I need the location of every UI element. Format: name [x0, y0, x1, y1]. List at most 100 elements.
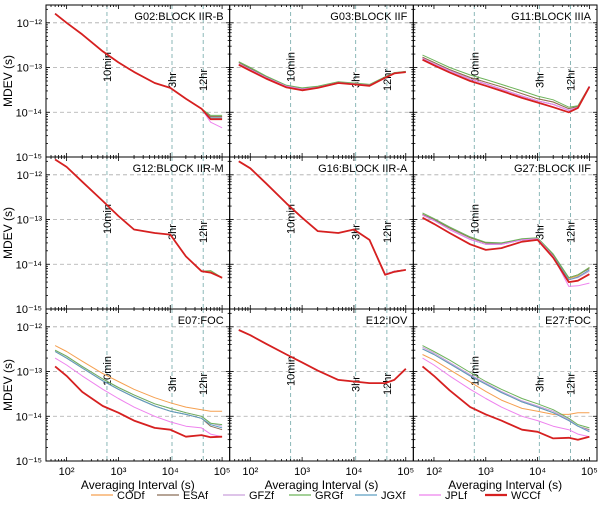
- vline-label: 12hr: [566, 221, 578, 243]
- x-tick-label: 10³: [110, 466, 126, 478]
- vline-label: 3hr: [167, 72, 179, 88]
- y-tick-label: 10⁻¹⁵: [16, 152, 42, 164]
- series-line-JPLf: [238, 160, 406, 275]
- vline-label: 10min: [102, 356, 114, 386]
- vline-label: 10min: [469, 356, 481, 386]
- series-line-GRGf: [54, 349, 223, 426]
- panel-title: G02:BLOCK IIR-B: [134, 11, 223, 23]
- series-line-JGXf: [54, 13, 223, 119]
- series-line-CODf: [54, 159, 223, 279]
- vline-label: 12hr: [198, 373, 210, 395]
- series-line-JPLf: [422, 357, 590, 438]
- vline-label: 12hr: [198, 221, 210, 243]
- series-line-GFZf: [238, 329, 407, 384]
- series-line-GFZf: [54, 159, 223, 279]
- panel-title: G12:BLOCK IIR-M: [133, 163, 224, 175]
- x-axis-label: Averaging Interval (s): [81, 478, 195, 492]
- x-tick-label: 10³: [294, 466, 310, 478]
- series-line-CODf: [54, 13, 223, 118]
- series-line-GRGf: [422, 345, 590, 429]
- x-tick-label: 10²: [426, 466, 442, 478]
- x-tick-label: 10⁴: [529, 466, 546, 478]
- panel-title: E27:FOC: [545, 315, 591, 327]
- vline-label: 10min: [469, 52, 481, 82]
- vline-label: 3hr: [534, 224, 546, 240]
- vline-label: 10min: [469, 204, 481, 234]
- vline-label: 12hr: [382, 221, 394, 243]
- panel-2: 10min 3hr 12hr G11:BLOCK IIIA: [412, 4, 598, 158]
- y-tick-label: 10⁻¹²: [17, 322, 43, 334]
- series-line-WCCf: [238, 160, 406, 276]
- series-line-JPLf: [422, 57, 590, 111]
- legend-label-JGXf: JGXf: [381, 490, 406, 502]
- legend-label-GFZf: GFZf: [249, 490, 275, 502]
- series-line-ESAf: [238, 160, 406, 275]
- series-line-ESAf: [238, 61, 406, 89]
- panel-title: G03:BLOCK IIF: [330, 11, 407, 23]
- panel-6: 10min 3hr 12hr E07:FOC 10⁻¹² 10⁻¹³ 10⁻¹⁴ 10⁻¹⁵ M…: [1, 308, 231, 492]
- series-line-JGXf: [54, 351, 223, 429]
- series-line-JGXf: [422, 348, 590, 433]
- y-tick-label: 10⁻¹²: [17, 18, 43, 30]
- y-tick-label: 10⁻¹⁵: [16, 304, 42, 316]
- series-line-GRGf: [238, 160, 406, 275]
- x-tick-label: 10⁵: [397, 466, 414, 478]
- series-line-WCCf: [54, 158, 223, 279]
- series-line-GRGf: [238, 329, 407, 384]
- series-line-GFZf: [54, 13, 223, 120]
- panel-3: 10min 3hr 12hr G12:BLOCK IIR-M 10⁻¹² 10⁻¹³ 10⁻…: [1, 156, 231, 316]
- panel-0: 10min 3hr 12hr G02:BLOCK IIR-B 10⁻¹² 10⁻¹³ 10⁻…: [1, 4, 231, 164]
- x-tick-label: 10⁴: [345, 466, 362, 478]
- series-line-CODf: [422, 354, 590, 415]
- series-line-JGXf: [54, 159, 223, 279]
- series-line-JPLf: [54, 13, 223, 129]
- y-tick-label: 10⁻¹²: [17, 170, 43, 182]
- panel-title: G16:BLOCK IIR-A: [318, 163, 408, 175]
- x-tick-label: 10²: [242, 466, 258, 478]
- x-tick-label: 10²: [59, 466, 75, 478]
- y-tick-label: 10⁻¹³: [17, 367, 43, 379]
- series-line-GRGf: [422, 212, 590, 279]
- series-line-GRGf: [238, 61, 406, 89]
- series-line-ESAf: [238, 329, 407, 384]
- y-tick-label: 10⁻¹³: [17, 63, 43, 75]
- panel-title: G11:BLOCK IIIA: [511, 11, 592, 23]
- y-tick-label: 10⁻¹⁴: [16, 259, 43, 271]
- series-line-JPLf: [54, 357, 223, 438]
- series-line-WCCf: [422, 216, 590, 284]
- x-axis-label: Averaging Interval (s): [448, 478, 562, 492]
- vline-label: 10min: [102, 52, 114, 82]
- series-line-JGXf: [238, 160, 406, 275]
- x-tick-label: 10⁵: [214, 466, 231, 478]
- series-line-WCCf: [238, 329, 407, 385]
- series-line-JPLf: [422, 214, 590, 287]
- series-line-GFZf: [238, 160, 406, 275]
- y-axis-label: MDEV (s): [1, 207, 15, 259]
- series-line-ESAf: [54, 159, 223, 279]
- series-line-WCCf: [238, 63, 406, 92]
- vline-label: 3hr: [351, 376, 363, 392]
- vline-label: 10min: [102, 204, 114, 234]
- vline-label: 3hr: [167, 376, 179, 392]
- series-line-WCCf: [54, 365, 223, 439]
- series-line-GFZf: [422, 346, 590, 431]
- panel-5: 10min 3hr 12hr G27:BLOCK IIF: [412, 156, 598, 310]
- series-line-CODf: [238, 160, 406, 275]
- vline-label: 10min: [286, 52, 298, 82]
- series-line-CODf: [238, 329, 407, 384]
- legend-label-GRGf: GRGf: [315, 490, 344, 502]
- y-tick-label: 10⁻¹⁵: [16, 456, 42, 468]
- panel-8: 10min 3hr 12hr E27:FOC 10² 10³ 10⁴ 10⁵ Averaging…: [412, 308, 598, 492]
- series-line-GRGf: [54, 159, 223, 279]
- y-axis-label: MDEV (s): [1, 55, 15, 107]
- legend-label-JPLf: JPLf: [445, 490, 468, 502]
- series-line-JGXf: [238, 329, 407, 384]
- vline-label: 12hr: [566, 373, 578, 395]
- series-line-ESAf: [54, 13, 223, 118]
- x-tick-label: 10⁵: [581, 466, 598, 478]
- series-line-JPLf: [54, 159, 223, 279]
- series-line-JPLf: [238, 329, 407, 384]
